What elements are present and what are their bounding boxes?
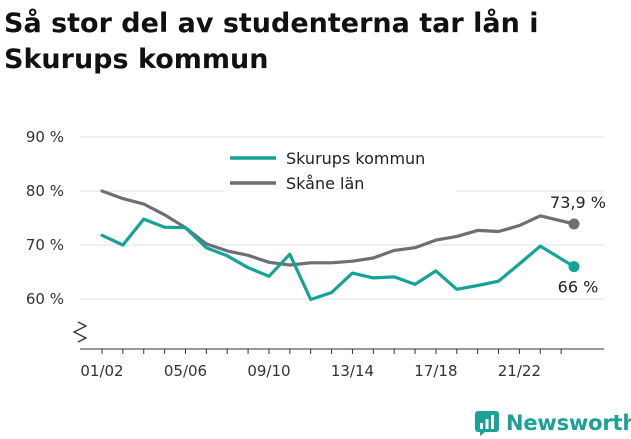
x-tick-label: 09/10: [247, 362, 290, 380]
chart-title: Så stor del av studenterna tar lån i Sku…: [4, 6, 624, 78]
newsworthy-logo-icon: [475, 411, 499, 436]
series-lines: [100, 189, 580, 302]
y-tick-label: 80 %: [26, 182, 64, 200]
end-point-skurup: [568, 261, 580, 273]
series-line-skane: [100, 189, 576, 267]
legend-label-skurup: Skurups kommun: [286, 149, 425, 168]
x-tick-label: 05/06: [164, 362, 207, 380]
end-value-label-skurup: 66 %: [558, 278, 599, 297]
legend-label-skane: Skåne län: [286, 174, 364, 193]
end-value-label-skane: 73,9 %: [550, 193, 606, 212]
axes: 60 % 70 % 80 % 90 % 01/02 05/06 09/10 13/14 17/1…: [26, 128, 604, 380]
chart-title-line-1: Så stor del av studenterna tar lån i: [4, 8, 539, 39]
line-chart: 60 % 70 % 80 % 90 % 01/02 05/06 09/10 13/14 17/1…: [26, 128, 606, 380]
series-line-skurup: [100, 217, 576, 302]
x-tick-label: 17/18: [414, 362, 457, 380]
legend: Skurups kommun Skåne län: [224, 144, 456, 193]
chart-title-line-2: Skurups kommun: [4, 44, 269, 75]
end-point-skane: [568, 218, 580, 230]
y-tick-label: 70 %: [26, 236, 64, 254]
brand-name: Newsworthy: [506, 411, 631, 435]
x-tick-label: 21/22: [498, 362, 541, 380]
axis-break-icon: [72, 321, 88, 343]
data-labels: 73,9 % 66 %: [550, 193, 606, 297]
y-tick-label: 90 %: [26, 128, 64, 146]
x-tick-label: 01/02: [80, 362, 123, 380]
y-tick-label: 60 %: [26, 290, 64, 308]
x-tick-label: 13/14: [331, 362, 374, 380]
brand[interactable]: Newsworthy: [474, 408, 631, 438]
